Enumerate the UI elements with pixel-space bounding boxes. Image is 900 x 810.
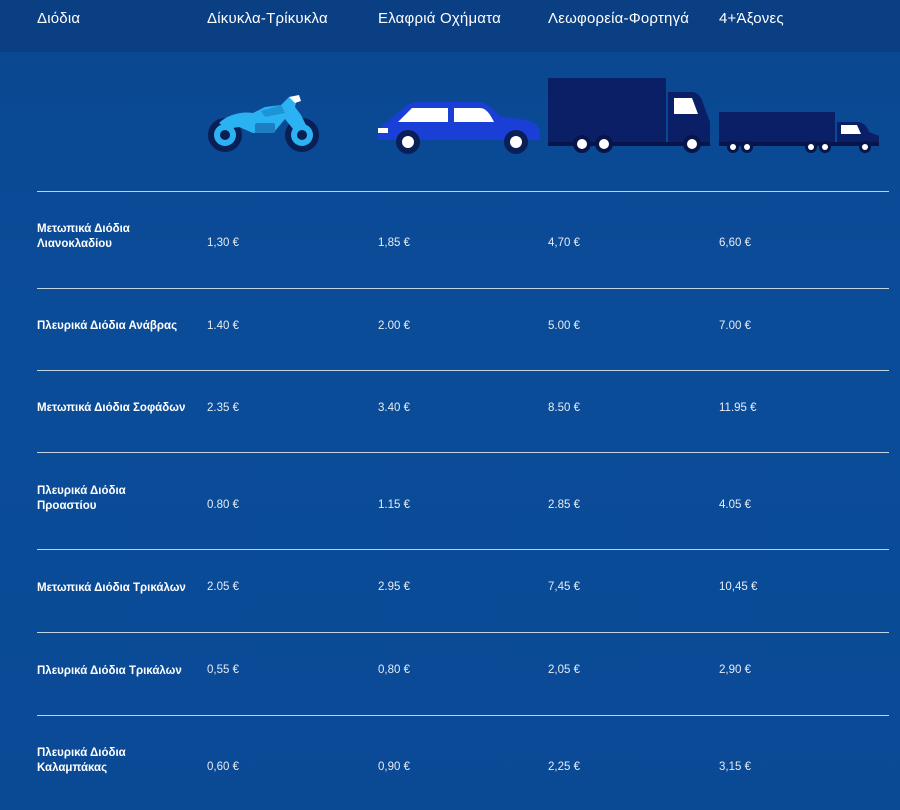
motorcycle-icon	[208, 95, 319, 152]
row-name-kalampakas: Πλευρικά Διόδια Καλαμπάκας	[37, 747, 126, 774]
price-light-vehicle: 3.40 €	[378, 402, 410, 414]
price-light-vehicle: 1,85 €	[378, 237, 410, 249]
price-light-vehicle: 0,80 €	[378, 664, 410, 676]
price-four-plus-axles: 7.00 €	[719, 320, 751, 332]
price-motorcycle: 2.35 €	[207, 402, 239, 414]
row-name-proastiou: Πλευρικά Διόδια Προαστίου	[37, 485, 126, 512]
price-bus-truck: 2,25 €	[548, 761, 580, 773]
row-name-lianokladiou: Μετωπικά Διόδια Λιανοκλαδίου	[37, 223, 130, 250]
price-motorcycle: 0,55 €	[207, 664, 239, 676]
price-four-plus-axles: 3,15 €	[719, 761, 751, 773]
price-bus-truck: 2.85 €	[548, 499, 580, 511]
price-four-plus-axles: 11.95 €	[719, 402, 757, 414]
header-tolls: Διόδια	[37, 10, 81, 27]
header-light-vehicles: Ελαφριά Οχήματα	[378, 10, 501, 27]
row-divider	[37, 191, 889, 192]
price-bus-truck: 8.50 €	[548, 402, 580, 414]
price-motorcycle: 1,30 €	[207, 237, 239, 249]
row-name-trikalon-front: Μετωπικά Διόδια Τρικάλων	[37, 582, 186, 594]
price-four-plus-axles: 2,90 €	[719, 664, 751, 676]
row-name-sofadon: Μετωπικά Διόδια Σοφάδων	[37, 402, 186, 414]
price-bus-truck: 7,45 €	[548, 581, 580, 593]
price-bus-truck: 2,05 €	[548, 664, 580, 676]
price-four-plus-axles: 10,45 €	[719, 581, 758, 593]
price-four-plus-axles: 6,60 €	[719, 237, 751, 249]
row-divider	[37, 370, 889, 371]
row-name-anavras: Πλευρικά Διόδια Ανάβρας	[37, 320, 178, 332]
row-name-trikalon-side: Πλευρικά Διόδια Τρικάλων	[37, 665, 182, 677]
header-motorcycles: Δίκυκλα-Τρίκυκλα	[207, 10, 328, 27]
truck-icon	[548, 78, 710, 153]
row-divider	[37, 452, 889, 453]
price-light-vehicle: 1.15 €	[378, 499, 410, 511]
price-motorcycle: 0.80 €	[207, 499, 239, 511]
row-divider	[37, 632, 889, 633]
price-motorcycle: 1.40 €	[207, 320, 239, 332]
price-bus-truck: 5.00 €	[548, 320, 580, 332]
car-icon	[378, 102, 540, 154]
price-light-vehicle: 2.00 €	[378, 320, 410, 332]
header-four-plus-axles: 4+Άξονες	[719, 10, 784, 27]
header-buses-trucks: Λεωφορεία-Φορτηγά	[548, 10, 690, 27]
price-four-plus-axles: 4.05 €	[719, 499, 751, 511]
semi-truck-icon	[719, 112, 879, 153]
row-divider	[37, 288, 889, 289]
table-header: Διόδια Δίκυκλα-Τρίκυκλα Ελαφριά Οχήματα …	[0, 0, 900, 52]
row-divider	[37, 715, 889, 716]
price-light-vehicle: 2.95 €	[378, 581, 410, 593]
price-light-vehicle: 0,90 €	[378, 761, 410, 773]
row-divider	[37, 549, 889, 550]
price-motorcycle: 0,60 €	[207, 761, 239, 773]
price-motorcycle: 2.05 €	[207, 581, 239, 593]
price-bus-truck: 4,70 €	[548, 237, 580, 249]
